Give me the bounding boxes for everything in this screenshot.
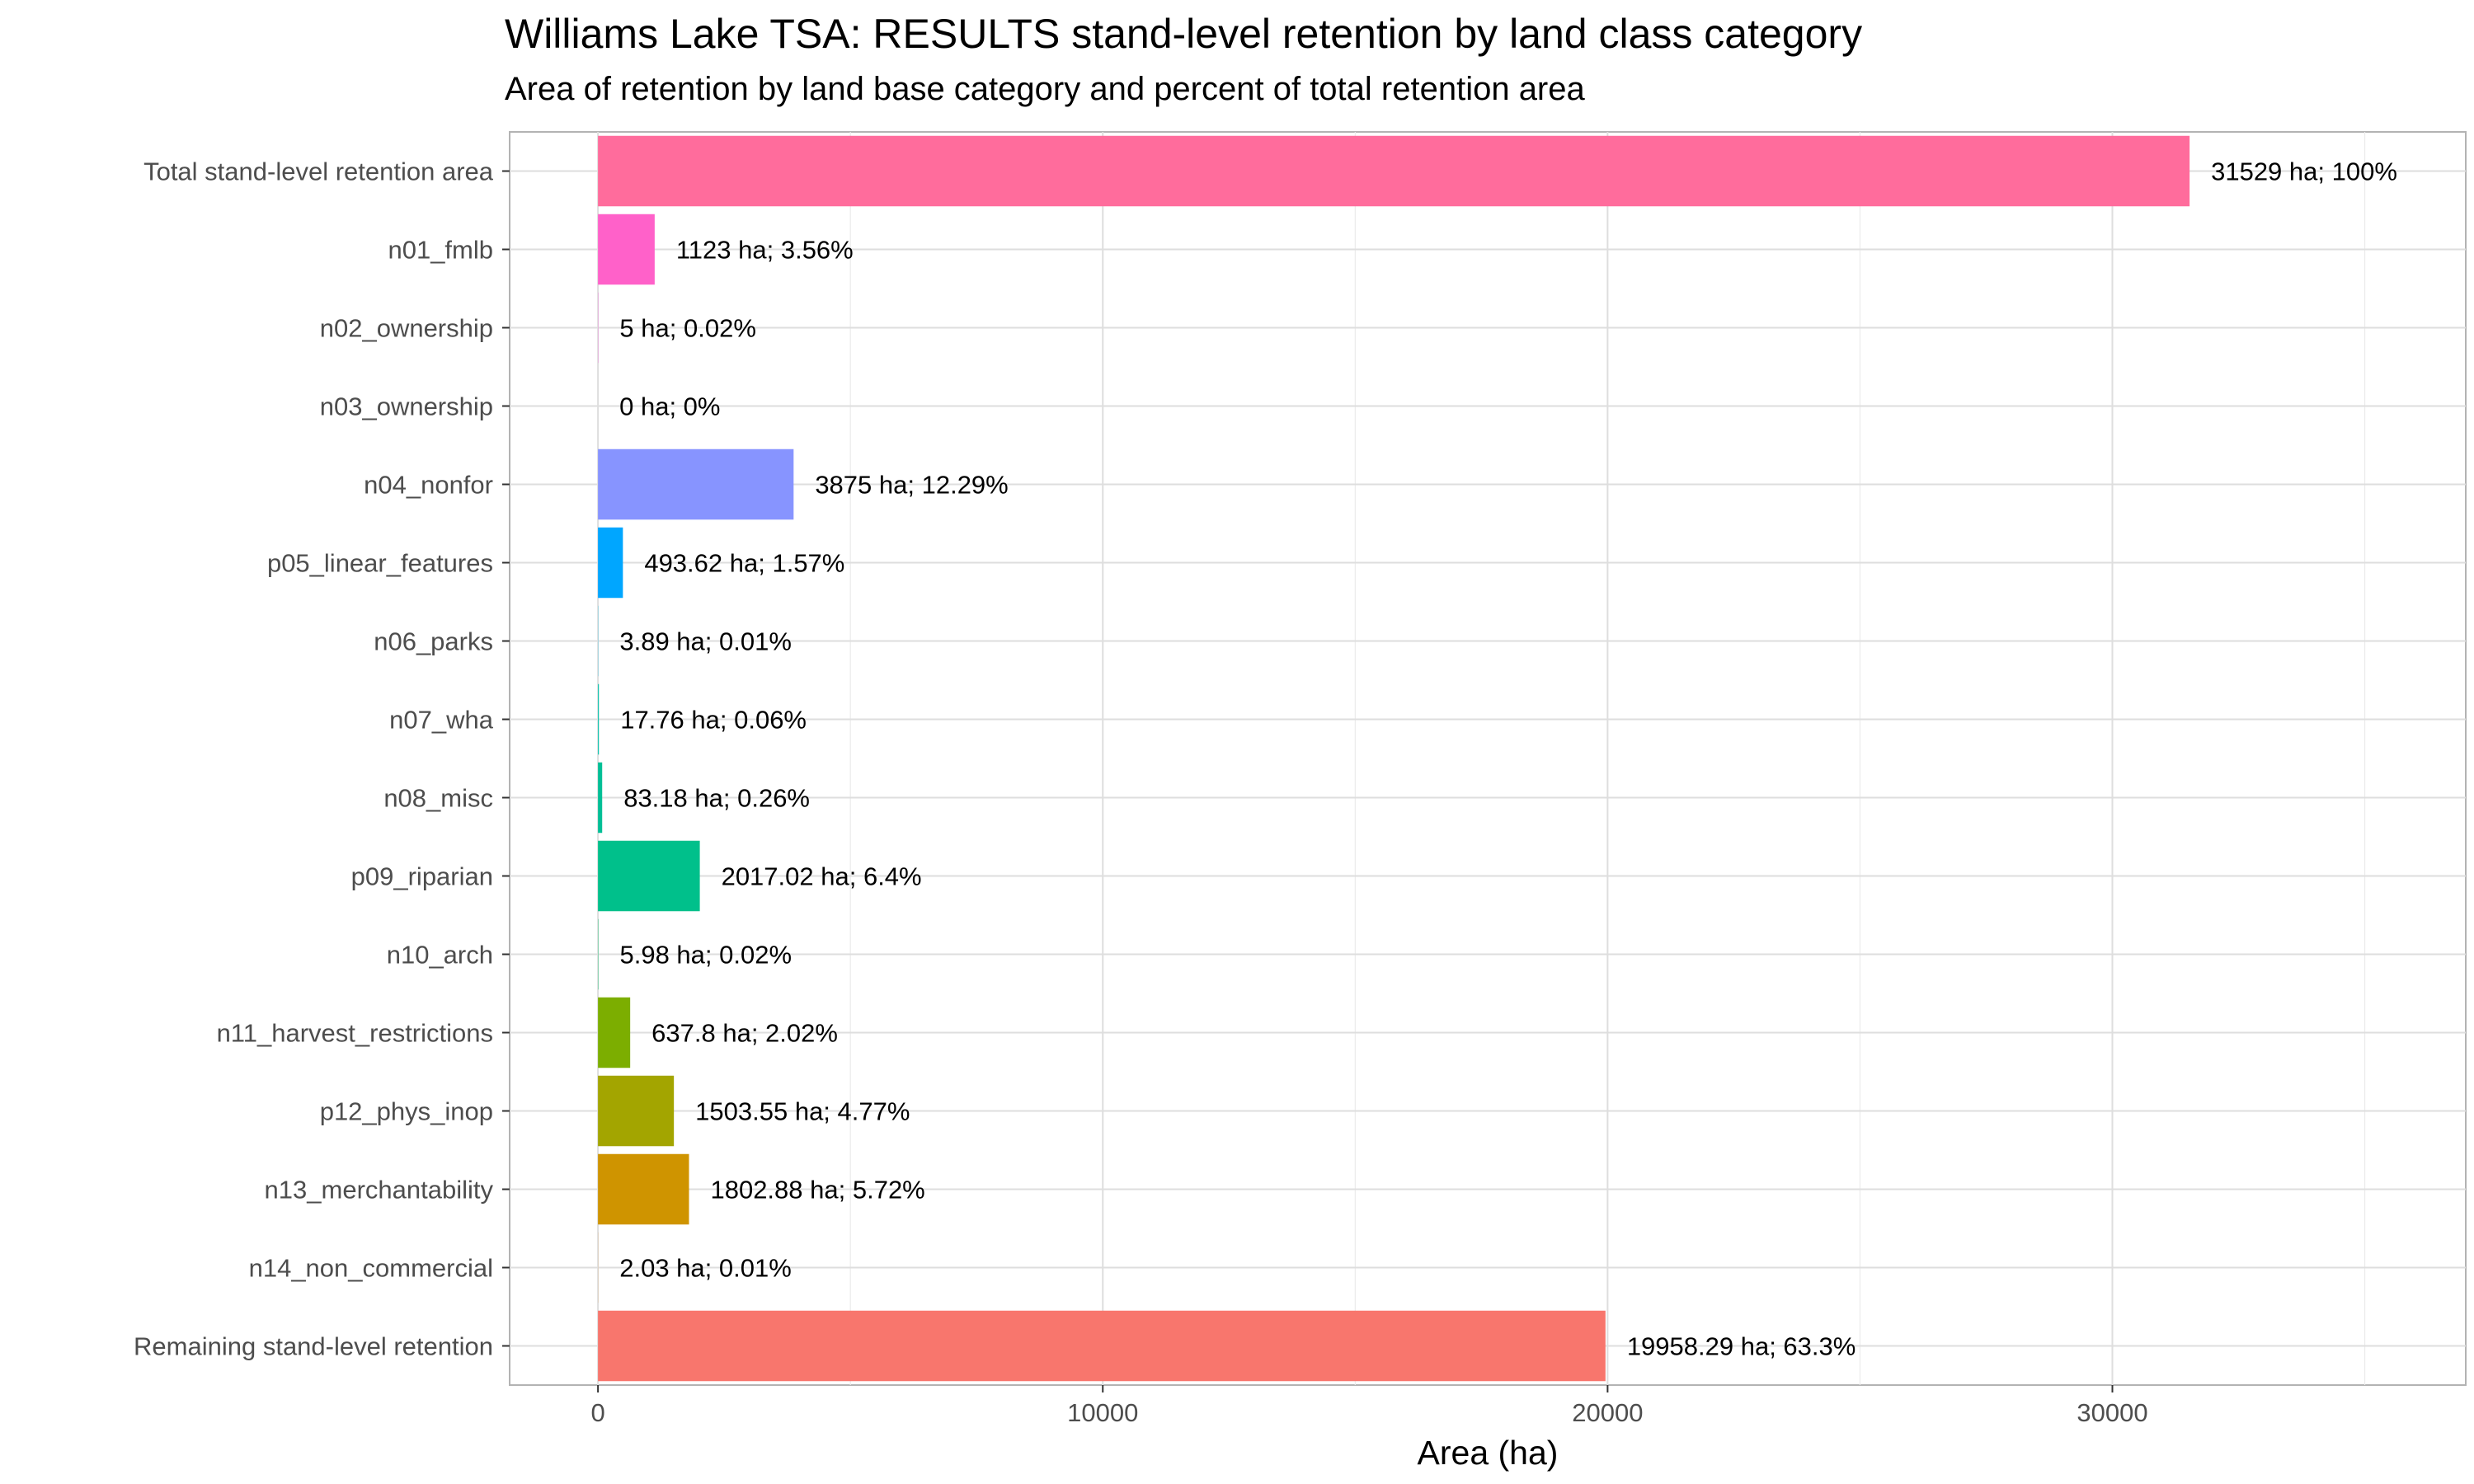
y-tick-label: n03_ownership: [320, 392, 493, 421]
y-tick-label: n07_wha: [389, 706, 494, 735]
data-label: 1802.88 ha; 5.72%: [710, 1176, 924, 1205]
x-tick-label: 0: [590, 1398, 604, 1427]
y-tick-label: n14_non_commercial: [249, 1254, 493, 1283]
data-label: 0 ha; 0%: [619, 392, 720, 421]
y-tick-label: n04_nonfor: [364, 471, 493, 500]
y-tick-label: n06_parks: [374, 627, 493, 656]
data-label: 2017.02 ha; 6.4%: [722, 862, 922, 891]
data-label: 17.76 ha; 0.06%: [620, 706, 807, 735]
bar: [598, 527, 623, 599]
bar: [598, 1075, 675, 1147]
bar: [598, 840, 700, 912]
data-label: 3.89 ha; 0.01%: [619, 627, 792, 656]
bar: [598, 1310, 1606, 1382]
data-label: 83.18 ha; 0.26%: [623, 784, 810, 813]
bar: [598, 448, 794, 520]
data-label: 637.8 ha; 2.02%: [651, 1019, 838, 1048]
bar: [598, 997, 631, 1068]
y-tick-label: Total stand-level retention area: [143, 157, 494, 186]
x-axis: 0 10000 20000 30000: [590, 1385, 2148, 1427]
grid-lines: [510, 132, 2466, 1385]
bars: [598, 135, 2190, 1382]
plot-panel: [509, 131, 2467, 1386]
y-tick-label: n08_misc: [383, 784, 493, 813]
y-tick-label: p05_linear_features: [267, 549, 493, 578]
bar: [598, 683, 600, 755]
data-label: 493.62 ha; 1.57%: [644, 549, 844, 578]
data-label: 1123 ha; 3.56%: [676, 236, 854, 265]
bar: [598, 214, 655, 285]
y-tick-label: n02_ownership: [320, 314, 493, 343]
data-label: 3875 ha; 12.29%: [815, 471, 1008, 500]
y-tick-label: p09_riparian: [351, 862, 493, 891]
chart-title: Williams Lake TSA: RESULTS stand-level r…: [505, 11, 1863, 57]
data-label: 2.03 ha; 0.01%: [619, 1254, 792, 1283]
x-axis-title: Area (ha): [1418, 1434, 1559, 1472]
x-tick-label: 30000: [2077, 1398, 2147, 1427]
data-label: 5 ha; 0.02%: [619, 314, 755, 343]
bar: [598, 135, 2190, 207]
bar: [598, 1153, 689, 1225]
x-tick-label: 20000: [1572, 1398, 1643, 1427]
bar: [598, 762, 603, 834]
chart-subtitle: Area of retention by land base category …: [505, 71, 1585, 107]
data-label: 19958.29 ha; 63.3%: [1627, 1332, 1856, 1361]
y-tick-label: Remaining stand-level retention: [134, 1332, 493, 1361]
y-tick-label: p12_phys_inop: [320, 1097, 493, 1126]
y-tick-label: n01_fmlb: [388, 236, 493, 265]
data-labels: 31529 ha; 100% 1123 ha; 3.56% 5 ha; 0.02% 0…: [619, 157, 2397, 1361]
x-tick-label: 10000: [1067, 1398, 1138, 1427]
data-label: 31529 ha; 100%: [2211, 157, 2397, 186]
data-label: 5.98 ha; 0.02%: [619, 941, 792, 970]
data-label: 1503.55 ha; 4.77%: [695, 1097, 910, 1126]
y-axis: Total stand-level retention area n01_fmlb…: [134, 157, 510, 1361]
y-tick-label: n10_arch: [387, 941, 493, 970]
y-tick-label: n11_harvest_restrictions: [217, 1019, 493, 1048]
y-tick-label: n13_merchantability: [265, 1176, 494, 1205]
